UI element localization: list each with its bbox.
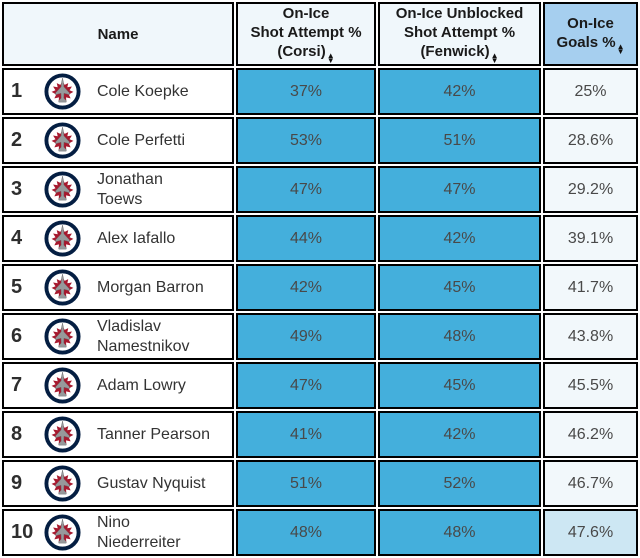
rank-label: 4: [11, 227, 23, 250]
corsi-value: 51%: [236, 460, 376, 508]
table-row: 6 Vladislav Namestnikov 49% 48% 43.8%: [2, 313, 638, 361]
rank-label: 10: [11, 521, 34, 544]
goals-value: 28.6%: [543, 117, 638, 165]
header-label: On-Ice Goals %: [556, 14, 616, 51]
table-row: 1 Cole Koepke 37% 42% 25%: [2, 68, 638, 116]
player-name: Cole Perfetti: [97, 131, 186, 149]
table-row: 7 Adam Lowry 47% 45% 45.5%: [2, 362, 638, 410]
sort-icon[interactable]: ▲ ▼: [326, 51, 335, 66]
table-row: 5 Morgan Barron 42% 45% 41.7%: [2, 264, 638, 312]
winnipeg-jets-logo-icon: [43, 416, 81, 453]
player-cell: 3 Jonathan Toews: [2, 166, 234, 214]
corsi-value: 41%: [236, 411, 376, 459]
corsi-value: 47%: [236, 166, 376, 214]
fenwick-value: 51%: [378, 117, 541, 165]
column-header-fenwick[interactable]: On-Ice Unblocked Shot Attempt % (Fenwick…: [378, 2, 541, 67]
fenwick-value: 48%: [378, 509, 541, 557]
winnipeg-jets-logo-icon: [43, 269, 81, 306]
rank-label: 6: [11, 325, 23, 348]
fenwick-value: 42%: [378, 68, 541, 116]
fenwick-value: 42%: [378, 411, 541, 459]
sort-up-arrow: ▲: [326, 51, 335, 61]
player-name: Morgan Barron: [97, 278, 204, 296]
player-name: Jonathan Toews: [97, 170, 163, 208]
player-cell: 5 Morgan Barron: [2, 264, 234, 312]
table-row: 8 Tanner Pearson 41% 42% 46.2%: [2, 411, 638, 459]
player-name: Cole Koepke: [97, 82, 189, 100]
winnipeg-jets-logo-icon: [43, 171, 81, 208]
corsi-value: 48%: [236, 509, 376, 557]
goals-value: 29.2%: [543, 166, 638, 214]
corsi-value: 49%: [236, 313, 376, 361]
fenwick-value: 47%: [378, 166, 541, 214]
sort-icon[interactable]: ▲ ▼: [616, 41, 625, 56]
winnipeg-jets-logo-icon: [43, 220, 81, 257]
corsi-value: 42%: [236, 264, 376, 312]
corsi-value: 53%: [236, 117, 376, 165]
table-row: 2 Cole Perfetti 53% 51% 28.6%: [2, 117, 638, 165]
column-header-corsi[interactable]: On-Ice Shot Attempt % (Corsi) ▲ ▼: [236, 2, 376, 67]
corsi-value: 37%: [236, 68, 376, 116]
player-cell: 7 Adam Lowry: [2, 362, 234, 410]
column-header-name: Name: [2, 2, 234, 67]
table-row: 3 Jonathan Toews 47% 47% 29.2%: [2, 166, 638, 214]
player-name: Nino Niederreiter: [97, 513, 181, 551]
table-row: 10 Nino Niederreiter 48% 48% 47.6%: [2, 509, 638, 557]
goals-value: 41.7%: [543, 264, 638, 312]
winnipeg-jets-logo-icon: [43, 73, 81, 110]
sort-down-arrow: ▼: [490, 56, 499, 66]
goals-value: 25%: [543, 68, 638, 116]
player-name: Adam Lowry: [97, 376, 186, 394]
player-cell: 8 Tanner Pearson: [2, 411, 234, 459]
table-row: 9 Gustav Nyquist 51% 52% 46.7%: [2, 460, 638, 508]
player-name: Vladislav Namestnikov: [97, 317, 190, 355]
goals-value: 46.7%: [543, 460, 638, 508]
player-cell: 10 Nino Niederreiter: [2, 509, 234, 557]
fenwick-value: 42%: [378, 215, 541, 263]
table-row: 4 Alex Iafallo 44% 42% 39.1%: [2, 215, 638, 263]
rank-label: 5: [11, 276, 23, 299]
player-name: Alex Iafallo: [97, 229, 176, 247]
player-cell: 1 Cole Koepke: [2, 68, 234, 116]
winnipeg-jets-logo-icon: [43, 318, 81, 355]
column-header-goals[interactable]: On-Ice Goals % ▲ ▼: [543, 2, 638, 67]
sort-up-arrow: ▲: [490, 51, 499, 61]
goals-value: 46.2%: [543, 411, 638, 459]
sort-down-arrow: ▼: [326, 56, 335, 66]
sort-icon[interactable]: ▲ ▼: [490, 51, 499, 66]
fenwick-value: 45%: [378, 362, 541, 410]
fenwick-value: 45%: [378, 264, 541, 312]
header-row: Name On-Ice Shot Attempt % (Corsi) ▲ ▼ On-…: [2, 2, 638, 67]
sort-up-arrow: ▲: [616, 41, 625, 51]
fenwick-value: 48%: [378, 313, 541, 361]
rank-label: 9: [11, 472, 23, 495]
corsi-value: 44%: [236, 215, 376, 263]
goals-value: 47.6%: [543, 509, 638, 557]
winnipeg-jets-logo-icon: [43, 514, 81, 551]
header-label: On-Ice Shot Attempt % (Corsi): [250, 5, 362, 61]
header-label: On-Ice Unblocked Shot Attempt % (Fenwick…: [395, 5, 524, 61]
sort-down-arrow: ▼: [616, 46, 625, 56]
player-name: Gustav Nyquist: [97, 474, 206, 492]
player-cell: 9 Gustav Nyquist: [2, 460, 234, 508]
player-cell: 4 Alex Iafallo: [2, 215, 234, 263]
winnipeg-jets-logo-icon: [43, 122, 81, 159]
fenwick-value: 52%: [378, 460, 541, 508]
player-name: Tanner Pearson: [97, 425, 210, 443]
goals-value: 43.8%: [543, 313, 638, 361]
goals-value: 45.5%: [543, 362, 638, 410]
rank-label: 8: [11, 423, 23, 446]
player-cell: 2 Cole Perfetti: [2, 117, 234, 165]
rank-label: 3: [11, 178, 23, 201]
corsi-value: 47%: [236, 362, 376, 410]
rank-label: 1: [11, 80, 23, 103]
winnipeg-jets-logo-icon: [43, 367, 81, 404]
player-cell: 6 Vladislav Namestnikov: [2, 313, 234, 361]
rank-label: 7: [11, 374, 23, 397]
header-label: Name: [97, 25, 139, 43]
rank-label: 2: [11, 129, 23, 152]
winnipeg-jets-logo-icon: [43, 465, 81, 502]
goals-value: 39.1%: [543, 215, 638, 263]
